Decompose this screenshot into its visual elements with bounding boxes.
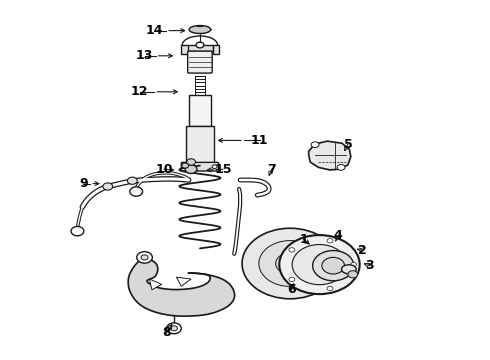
- Circle shape: [130, 187, 143, 196]
- Circle shape: [327, 286, 333, 291]
- Circle shape: [259, 240, 321, 287]
- Polygon shape: [128, 257, 235, 316]
- Text: 9: 9: [79, 177, 88, 190]
- Circle shape: [276, 253, 304, 274]
- Circle shape: [196, 42, 204, 48]
- Circle shape: [182, 163, 189, 168]
- Circle shape: [127, 177, 137, 184]
- Circle shape: [171, 326, 177, 331]
- Polygon shape: [189, 26, 211, 33]
- Circle shape: [103, 183, 113, 190]
- Text: 1: 1: [299, 233, 308, 246]
- Text: 3: 3: [366, 259, 374, 272]
- Circle shape: [289, 248, 295, 252]
- Bar: [186, 126, 214, 164]
- Circle shape: [348, 271, 358, 278]
- Text: 7: 7: [268, 163, 276, 176]
- Circle shape: [337, 165, 345, 170]
- Polygon shape: [149, 279, 162, 290]
- Text: 8: 8: [162, 327, 171, 339]
- Text: 10: 10: [155, 163, 173, 176]
- Circle shape: [322, 257, 344, 274]
- Text: 13: 13: [136, 49, 153, 62]
- Bar: [181, 45, 188, 54]
- Circle shape: [313, 251, 354, 281]
- Ellipse shape: [342, 265, 356, 274]
- Circle shape: [311, 142, 319, 148]
- Circle shape: [71, 226, 84, 236]
- Circle shape: [167, 323, 181, 334]
- Circle shape: [327, 239, 333, 243]
- Circle shape: [289, 277, 295, 282]
- Circle shape: [137, 252, 152, 263]
- Text: 6: 6: [287, 283, 296, 296]
- Polygon shape: [309, 141, 351, 170]
- Text: 12: 12: [131, 85, 148, 98]
- Text: 11: 11: [251, 134, 269, 147]
- Circle shape: [292, 244, 347, 285]
- Text: 5: 5: [343, 138, 352, 150]
- Text: 4: 4: [334, 229, 343, 242]
- Circle shape: [351, 262, 357, 267]
- Circle shape: [185, 165, 197, 174]
- Circle shape: [212, 165, 217, 168]
- FancyBboxPatch shape: [188, 51, 212, 73]
- Circle shape: [141, 255, 148, 260]
- Circle shape: [183, 165, 188, 168]
- Circle shape: [187, 159, 196, 165]
- Bar: [189, 95, 211, 126]
- Text: 2: 2: [358, 244, 367, 257]
- Circle shape: [242, 228, 338, 299]
- Circle shape: [279, 235, 360, 294]
- Bar: [187, 45, 213, 51]
- Bar: [213, 45, 219, 54]
- Text: 15: 15: [214, 163, 232, 176]
- Text: 14: 14: [146, 24, 163, 37]
- FancyBboxPatch shape: [181, 162, 219, 171]
- Polygon shape: [176, 277, 191, 286]
